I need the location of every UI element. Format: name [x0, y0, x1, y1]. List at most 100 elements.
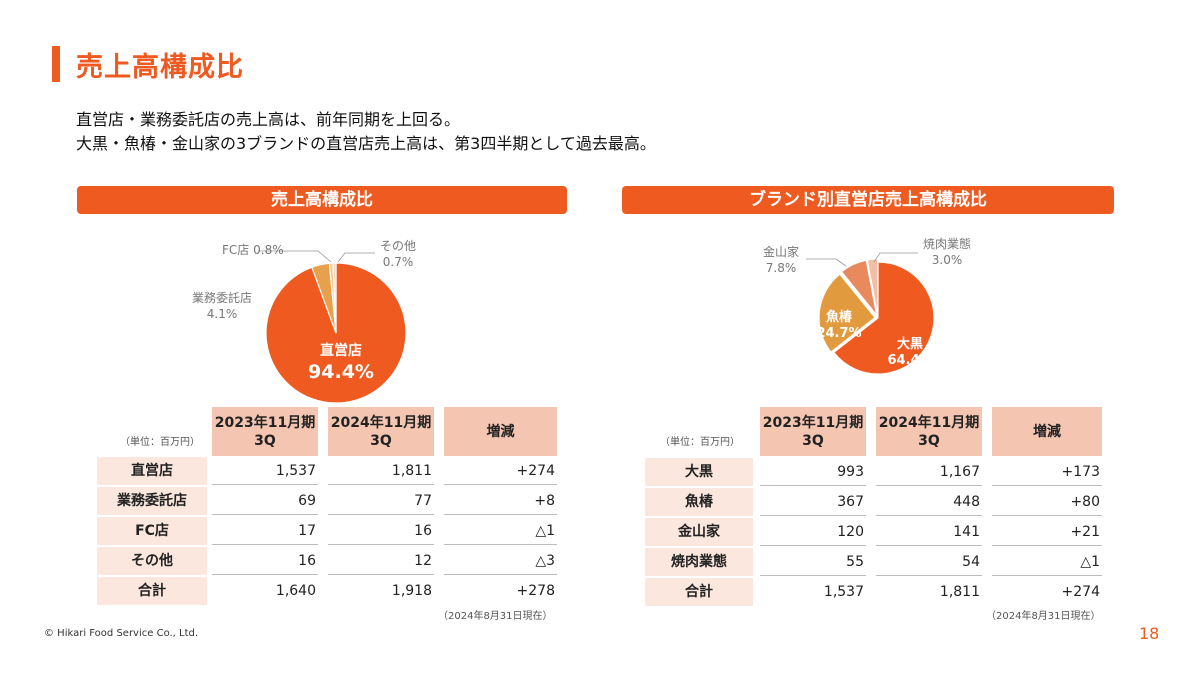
- cell-diff: +274: [444, 457, 557, 485]
- right-label-yakiniku: 焼肉業態 3.0%: [923, 236, 971, 268]
- cell-diff: △1: [444, 517, 557, 545]
- left-label-other: その他 0.7%: [380, 238, 416, 270]
- pie-slice-3: [866, 258, 879, 316]
- cell-2024: 12: [328, 547, 434, 575]
- cell-2023: 120: [760, 518, 866, 546]
- cell-2024: 1,918: [391, 583, 432, 599]
- right-label-kanayama: 金山家 7.8%: [763, 244, 799, 276]
- left-label-fc-value: 0.8%: [253, 243, 284, 257]
- cell-2023: 1,640: [275, 583, 316, 599]
- left-col-header-2024: 2024年11月期 3Q: [328, 407, 434, 456]
- right-col-diff-label: 増減: [1033, 423, 1061, 440]
- left-table-unit: （単位：百万円）: [120, 437, 200, 448]
- cell-diff: △3: [444, 547, 557, 575]
- right-label-uotsubaki-value: 24.7%: [816, 326, 862, 341]
- cell-diff: +278: [516, 583, 555, 599]
- left-label-consign-name: 業務委託店: [192, 291, 253, 305]
- cell-2024: 1,811: [939, 584, 980, 600]
- row-label: 業務委託店: [97, 487, 207, 515]
- cell-2024: 16: [328, 517, 434, 545]
- right-col-2024-line2: 3Q: [918, 432, 940, 449]
- left-as-of: （2024年8月31日現在）: [438, 611, 553, 622]
- leader-line-yakiniku: [873, 252, 918, 263]
- right-col-2023-line1: 2023年11月期: [762, 414, 864, 431]
- cell-2023: 993: [760, 458, 866, 486]
- right-table-unit: （単位：百万円）: [660, 437, 740, 448]
- left-col-header-2023: 2023年11月期 3Q: [212, 407, 318, 456]
- cell-2024: 1,811: [328, 457, 434, 485]
- right-as-of: （2024年8月31日現在）: [986, 611, 1101, 622]
- title-accent-bar: [52, 46, 60, 82]
- right-col-header-2023: 2023年11月期 3Q: [760, 407, 866, 456]
- row-label: 魚椿: [645, 488, 753, 516]
- cell-2023: 16: [212, 547, 318, 575]
- left-label-direct-value: 94.4%: [308, 361, 374, 383]
- left-col-header-diff: 増減: [444, 407, 557, 456]
- page-title: 売上高構成比: [76, 52, 244, 83]
- left-panel-header: 売上高構成比: [77, 186, 567, 214]
- row-label: FC店: [97, 517, 207, 545]
- pie-slice-1: [818, 273, 876, 353]
- row-label: 大黒: [645, 458, 753, 486]
- row-label: 焼肉業態: [645, 548, 753, 576]
- cell-2024: 1,167: [876, 458, 982, 486]
- left-pie-chart: [265, 262, 407, 404]
- left-label-consign: 業務委託店 4.1%: [192, 290, 252, 322]
- cell-2023: 367: [760, 488, 866, 516]
- cell-diff: △1: [992, 548, 1102, 576]
- right-label-uotsubaki-name: 魚椿: [825, 310, 852, 325]
- pie-slice-3: [332, 262, 337, 334]
- right-panel-header: ブランド別直営店売上高構成比: [622, 186, 1114, 214]
- row-label: 合計: [97, 577, 207, 605]
- cell-2023: 1,537: [823, 584, 864, 600]
- left-label-consign-value: 4.1%: [206, 307, 238, 321]
- row-label: その他: [97, 547, 207, 575]
- right-col-header-2024: 2024年11月期 3Q: [876, 407, 982, 456]
- right-col-2024-line1: 2024年11月期: [878, 414, 980, 431]
- left-col-2023-line1: 2023年11月期: [214, 414, 316, 431]
- left-col-2024-line2: 3Q: [370, 432, 392, 449]
- left-label-fc-name: FC店: [222, 243, 250, 257]
- page-number: 18: [1139, 624, 1160, 643]
- right-label-uotsubaki: 魚椿 24.7%: [814, 310, 864, 342]
- right-col-2023-line2: 3Q: [802, 432, 824, 449]
- cell-diff: +8: [444, 487, 557, 515]
- right-label-yakiniku-name: 焼肉業態: [923, 237, 972, 251]
- row-label: 直営店: [97, 457, 207, 485]
- pie-slice-2: [840, 259, 878, 316]
- left-label-other-name: その他: [380, 239, 417, 253]
- right-label-daikoku-name: 大黒: [896, 337, 923, 352]
- row-label: 合計: [645, 578, 753, 606]
- right-label-kanayama-name: 金山家: [763, 245, 800, 259]
- right-label-kanayama-value: 7.8%: [765, 261, 797, 275]
- leader-line-fc: [258, 250, 332, 263]
- cell-2023: 55: [760, 548, 866, 576]
- cell-diff: +274: [1061, 584, 1100, 600]
- pie-slice-0: [832, 261, 935, 375]
- cell-diff: +173: [992, 458, 1102, 486]
- left-label-direct-name: 直営店: [320, 343, 362, 359]
- left-col-2024-line1: 2024年11月期: [330, 414, 432, 431]
- left-label-direct: 直営店 94.4%: [298, 342, 384, 384]
- left-col-2023-line2: 3Q: [254, 432, 276, 449]
- cell-2024: 77: [328, 487, 434, 515]
- cell-2023: 17: [212, 517, 318, 545]
- left-label-fc: FC店 0.8%: [222, 242, 284, 258]
- cell-2024: 54: [876, 548, 982, 576]
- right-label-daikoku-value: 64.4%: [887, 353, 933, 368]
- cell-2024: 141: [876, 518, 982, 546]
- right-label-daikoku: 大黒 64.4%: [882, 337, 938, 369]
- leader-line-kanayama: [806, 258, 847, 267]
- right-pie-chart: [818, 258, 935, 375]
- lead-text-2: 大黒・魚椿・金山家の3ブランドの直営店売上高は、第3四半期として過去最高。: [76, 134, 656, 153]
- cell-diff: +21: [992, 518, 1102, 546]
- leader-line-other: [337, 252, 375, 263]
- lead-text-1: 直営店・業務委託店の売上高は、前年同期を上回る。: [76, 110, 461, 129]
- cell-2023: 69: [212, 487, 318, 515]
- left-col-diff-label: 増減: [486, 423, 515, 440]
- copyright: © Hikari Food Service Co., Ltd.: [44, 628, 199, 639]
- right-label-yakiniku-value: 3.0%: [931, 253, 963, 267]
- cell-2024: 448: [876, 488, 982, 516]
